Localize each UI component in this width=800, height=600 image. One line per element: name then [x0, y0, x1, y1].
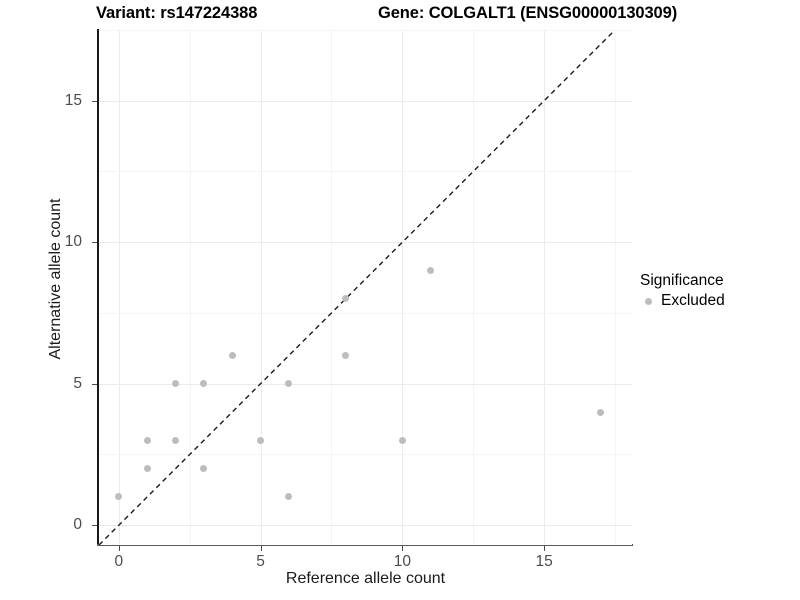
gridline-x-major: [119, 30, 120, 545]
title-row: Variant: rs147224388 Gene: COLGALT1 (ENS…: [0, 2, 800, 28]
y-tick-mark: [92, 525, 97, 527]
legend-key: [640, 293, 657, 310]
gridline-y-minor: [99, 313, 632, 314]
gridline-x-minor: [331, 30, 332, 545]
gene-title: Gene: COLGALT1 (ENSG00000130309): [378, 4, 678, 22]
legend-title: Significance: [640, 272, 724, 289]
data-point: [172, 380, 180, 388]
data-point: [257, 436, 265, 444]
data-point: [597, 408, 605, 416]
x-tick-label: 5: [256, 553, 265, 570]
gridline-x-minor: [190, 30, 191, 545]
y-tick-mark: [92, 242, 97, 244]
x-tick-label: 10: [393, 553, 411, 570]
legend-item[interactable]: Excluded: [640, 292, 798, 310]
data-point: [427, 267, 435, 275]
x-tick-mark: [402, 546, 404, 551]
legend-item-label: Excluded: [661, 292, 725, 309]
gridline-x-minor: [615, 30, 616, 545]
y-tick-label: 15: [64, 91, 82, 109]
y-tick-label: 0: [73, 516, 82, 534]
x-axis-line: [97, 544, 633, 546]
data-point: [342, 295, 350, 303]
legend: Significance Excluded: [640, 272, 798, 310]
y-tick-mark: [92, 383, 97, 385]
gridline-x-major: [544, 30, 545, 545]
gridline-y-minor: [99, 171, 632, 172]
legend-items: Excluded: [640, 292, 798, 310]
data-point: [143, 465, 151, 473]
data-point: [342, 351, 350, 359]
plot-panel: [99, 30, 632, 545]
x-tick-label: 0: [114, 553, 124, 570]
legend-dot-icon: [645, 297, 652, 305]
data-point: [398, 436, 406, 444]
data-point: [285, 380, 293, 388]
y-tick-mark: [92, 100, 97, 102]
x-axis-label: Reference allele count: [285, 570, 446, 587]
data-point: [200, 380, 208, 388]
gridline-x-major: [261, 30, 262, 545]
data-point: [115, 493, 123, 501]
data-point: [200, 465, 208, 473]
gridline-y-major: [99, 242, 632, 243]
data-point: [285, 493, 293, 501]
x-tick-mark: [118, 546, 120, 551]
y-tick-label: 5: [73, 374, 82, 392]
data-point: [228, 351, 236, 359]
gridline-y-minor: [99, 454, 632, 455]
y-axis-label: Alternative allele count: [47, 198, 64, 360]
gridline-y-minor: [99, 30, 632, 31]
gridline-x-major: [402, 30, 403, 545]
gridline-x-minor: [473, 30, 474, 545]
data-point: [172, 436, 180, 444]
x-tick-mark: [544, 546, 546, 551]
y-tick-label: 10: [64, 233, 82, 251]
variant-title: Variant: rs147224388: [96, 4, 258, 22]
x-tick-mark: [260, 546, 262, 551]
y-axis-line: [97, 29, 99, 546]
x-tick-label: 15: [535, 553, 553, 570]
gridline-y-major: [99, 525, 632, 526]
gridline-y-major: [99, 101, 632, 102]
identity-reference-line: [99, 30, 616, 545]
data-point: [143, 436, 151, 444]
